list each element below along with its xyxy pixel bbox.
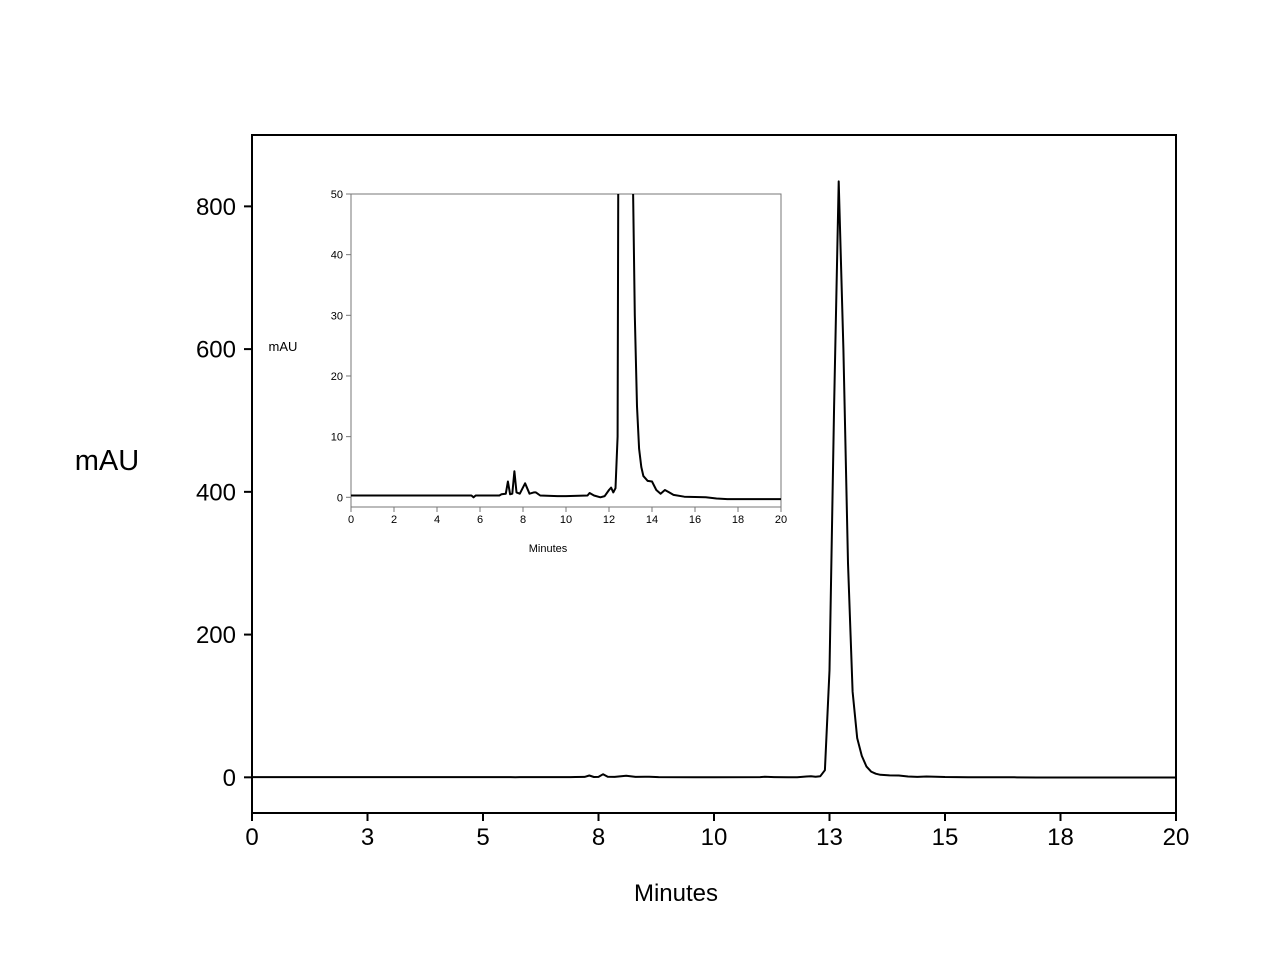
inset-plot-frame	[350, 193, 782, 508]
main-y-tick-label: 800	[196, 194, 236, 221]
inset-x-tick-label: 6	[477, 514, 483, 526]
main-x-tick-label: 5	[476, 824, 489, 851]
inset-y-tick-label: 10	[331, 432, 343, 444]
main-x-axis-label: Minutes	[634, 880, 718, 907]
inset-x-tick-label: 4	[434, 514, 440, 526]
inset-y-tick-label: 20	[331, 371, 343, 383]
main-x-tick-label: 3	[361, 824, 374, 851]
inset-x-tick-label: 14	[646, 514, 658, 526]
inset-chromatogram-line	[351, 194, 781, 501]
main-x-tick-label: 13	[816, 824, 843, 851]
main-y-axis-label: mAU	[75, 445, 139, 477]
main-x-tick-label: 15	[932, 824, 959, 851]
inset-y-tick-label: 40	[331, 250, 343, 262]
inset-y-tick-label: 0	[337, 492, 343, 504]
inset-x-tick-label: 0	[348, 514, 354, 526]
main-y-tick-label: 0	[223, 765, 236, 792]
main-x-tick-label: 20	[1163, 824, 1190, 851]
main-x-tick-label: 8	[592, 824, 605, 851]
inset-y-tick-label: 30	[331, 310, 343, 322]
main-x-tick-label: 18	[1047, 824, 1074, 851]
main-x-tick-label: 10	[701, 824, 728, 851]
main-y-tick-label: 400	[196, 479, 236, 506]
inset-x-tick-label: 16	[689, 514, 701, 526]
inset-x-axis-label: Minutes	[529, 543, 568, 555]
main-y-tick-label: 600	[196, 337, 236, 364]
inset-x-tick-label: 8	[520, 514, 526, 526]
inset-x-tick-label: 10	[560, 514, 572, 526]
inset-x-tick-label: 12	[603, 514, 615, 526]
main-chromatogram-line	[252, 180, 1176, 779]
inset-x-tick-label: 2	[391, 514, 397, 526]
inset-y-axis-label: mAU	[269, 339, 298, 354]
inset-chart: 0 2 4 6 8 10 12 14 16 18 20 0 10 20 30 40 50	[331, 189, 787, 526]
inset-x-tick-label: 18	[732, 514, 744, 526]
main-y-tick-label: 200	[196, 622, 236, 649]
main-x-tick-label: 0	[245, 824, 258, 851]
inset-x-tick-label: 20	[775, 514, 787, 526]
inset-y-tick-label: 50	[331, 189, 343, 201]
